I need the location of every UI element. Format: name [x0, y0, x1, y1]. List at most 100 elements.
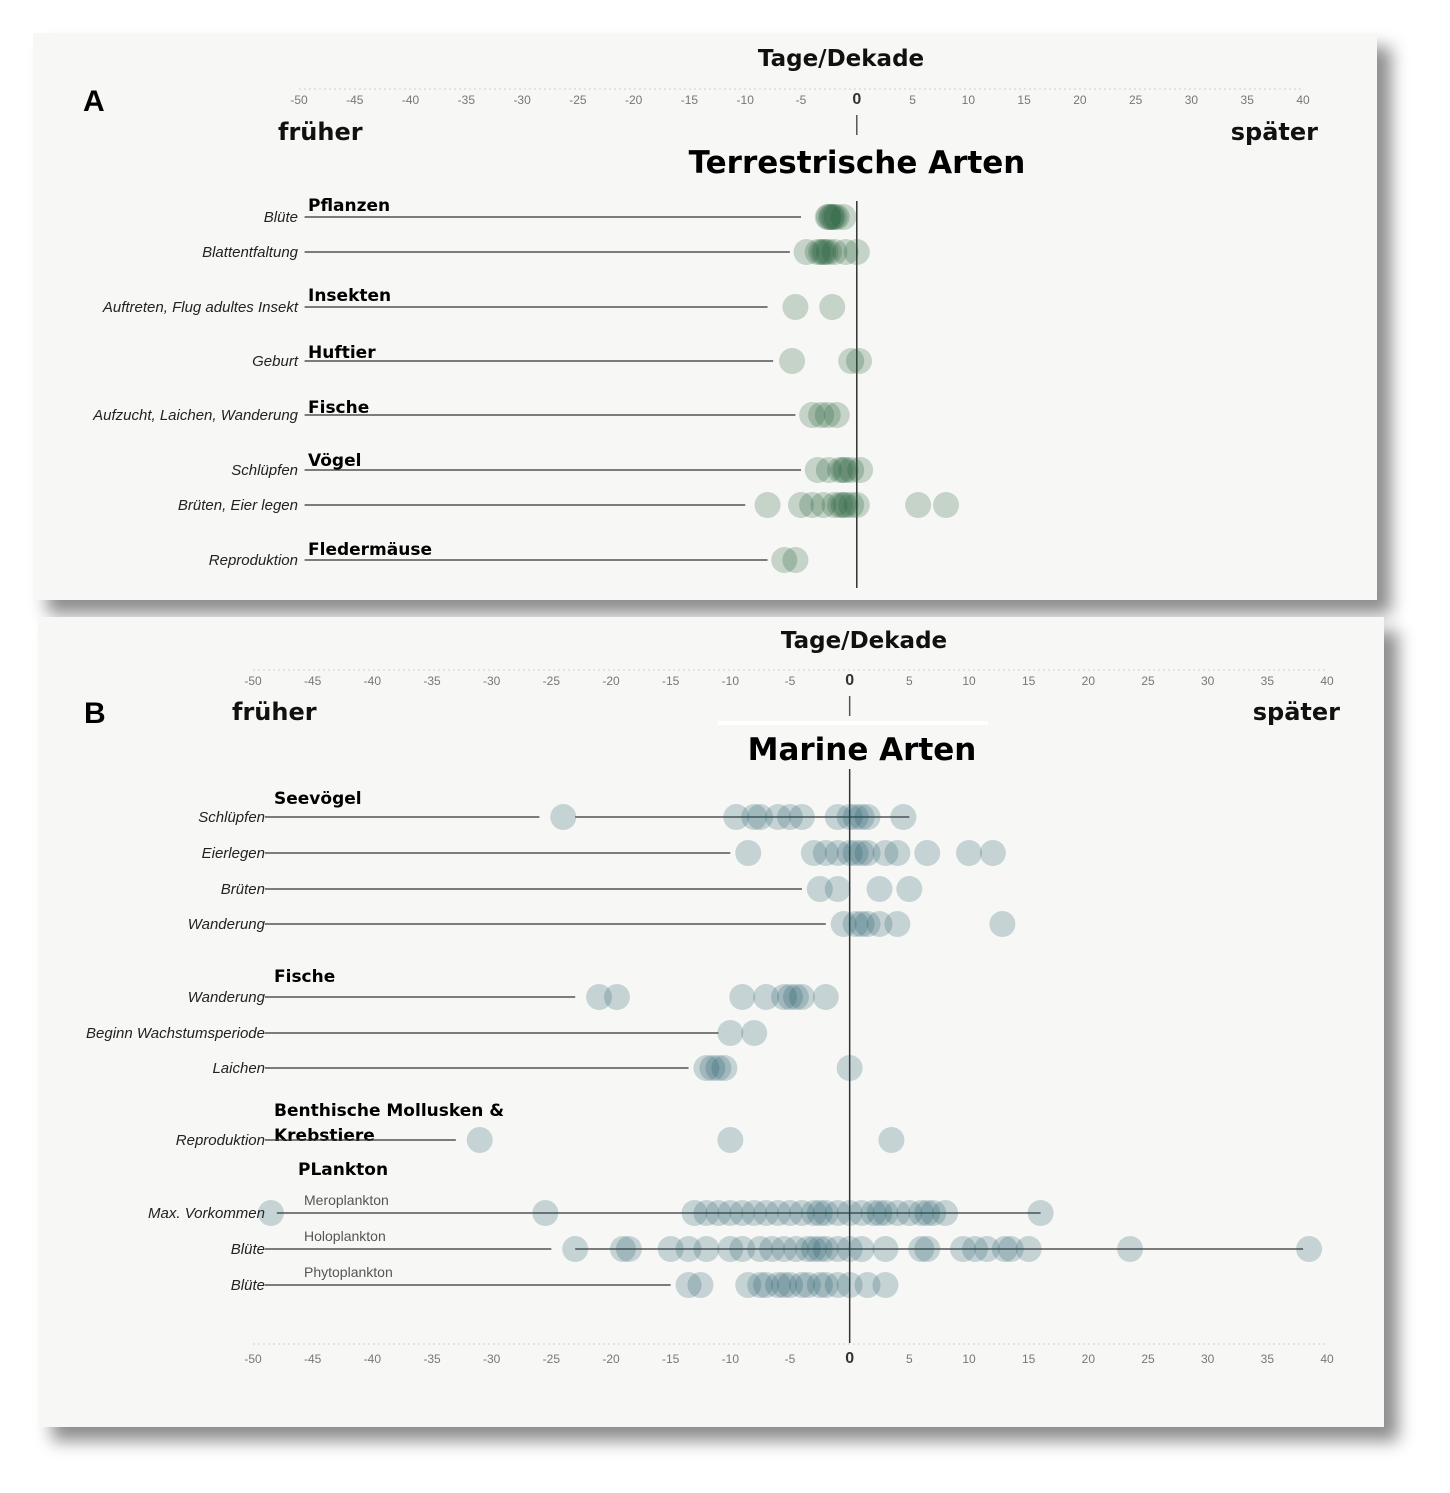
- row-label: Auftreten, Flug adultes Insekt: [102, 299, 299, 316]
- data-point: [824, 804, 851, 830]
- data-point: [810, 492, 837, 518]
- group-label: Fische: [308, 398, 369, 418]
- bottom-tick-label: 40: [1320, 1352, 1334, 1366]
- row-label: Wanderung: [188, 916, 266, 933]
- axis-title: Tage/Dekade: [781, 628, 947, 654]
- data-point: [847, 457, 874, 483]
- bottom-tick-label: 35: [1261, 1352, 1275, 1366]
- data-point: [812, 1200, 839, 1226]
- row-label: Wanderung: [188, 989, 266, 1006]
- data-point: [832, 239, 859, 265]
- data-point: [812, 239, 839, 265]
- data-point: [866, 876, 893, 902]
- tick-label: 35: [1241, 93, 1255, 107]
- data-point: [812, 840, 839, 866]
- data-point: [747, 804, 774, 830]
- data-point: [997, 1236, 1024, 1262]
- row-label: Brüten, Eier legen: [178, 497, 298, 514]
- data-point: [788, 1200, 815, 1226]
- data-point: [884, 840, 911, 866]
- data-point: [741, 804, 768, 830]
- data-point: [681, 1200, 708, 1226]
- tick-label: -50: [290, 93, 308, 107]
- data-point: [794, 1236, 821, 1262]
- earlier-label: früher: [278, 118, 363, 146]
- data-point: [914, 1236, 941, 1262]
- data-point: [836, 1272, 863, 1298]
- data-point: [765, 1200, 792, 1226]
- data-point: [603, 984, 630, 1010]
- tick-label: -35: [423, 674, 441, 688]
- data-point: [735, 840, 762, 866]
- data-point: [729, 1200, 756, 1226]
- tick-label: -15: [681, 93, 699, 107]
- bottom-tick-label: -25: [543, 1352, 561, 1366]
- row-label: Geburt: [252, 353, 299, 370]
- data-point: [693, 1200, 720, 1226]
- data-point: [771, 1236, 798, 1262]
- data-point: [717, 1127, 744, 1153]
- panel-letter: A: [83, 85, 105, 118]
- data-point: [586, 984, 613, 1010]
- data-point: [794, 1272, 821, 1298]
- data-point: [747, 1236, 774, 1262]
- tick-label: -10: [722, 674, 740, 688]
- data-point: [699, 1055, 726, 1081]
- data-point: [950, 1236, 977, 1262]
- data-point: [735, 1272, 762, 1298]
- data-point: [836, 840, 863, 866]
- data-point: [866, 1200, 893, 1226]
- data-point: [788, 1272, 815, 1298]
- data-point: [830, 911, 857, 937]
- tick-label: 20: [1073, 93, 1087, 107]
- data-point: [771, 984, 798, 1010]
- data-point: [824, 1236, 851, 1262]
- row-label: Brüten: [221, 881, 265, 898]
- tick-label: -10: [737, 93, 755, 107]
- row-label: Blüte: [264, 209, 298, 226]
- data-point: [819, 294, 846, 320]
- row-label: Blattentfaltung: [202, 244, 299, 261]
- bottom-tick-label: -10: [722, 1352, 740, 1366]
- tick-label: -25: [569, 93, 587, 107]
- bottom-tick-label: 10: [962, 1352, 976, 1366]
- row-label: Aufzucht, Laichen, Wanderung: [92, 407, 299, 424]
- data-point: [836, 1236, 863, 1262]
- data-point: [842, 804, 869, 830]
- data-point: [804, 457, 831, 483]
- tick-label: 30: [1185, 93, 1199, 107]
- tick-label: -45: [304, 674, 322, 688]
- heading-underline: [718, 721, 988, 725]
- tick-label: 25: [1129, 93, 1143, 107]
- data-point: [717, 1236, 744, 1262]
- data-point: [705, 1200, 732, 1226]
- data-point: [800, 840, 827, 866]
- data-point: [836, 1055, 863, 1081]
- bottom-tick-label: -45: [304, 1352, 322, 1366]
- data-point: [675, 1272, 702, 1298]
- data-point: [848, 1200, 875, 1226]
- data-point: [812, 1236, 839, 1262]
- tick-label: 40: [1320, 674, 1334, 688]
- data-point: [896, 1200, 923, 1226]
- data-point: [814, 402, 841, 428]
- data-point: [896, 876, 923, 902]
- data-point: [979, 840, 1006, 866]
- data-point: [675, 1236, 702, 1262]
- tick-label: 40: [1296, 93, 1310, 107]
- data-point: [777, 804, 803, 830]
- tick-label: 10: [962, 674, 976, 688]
- data-point: [779, 348, 806, 374]
- group-label: Krebstiere: [274, 1126, 375, 1146]
- data-point: [550, 804, 577, 830]
- data-point: [848, 804, 875, 830]
- data-point: [905, 492, 932, 518]
- bottom-tick-label: 20: [1082, 1352, 1096, 1366]
- tick-label: -20: [602, 674, 620, 688]
- data-point: [812, 1272, 839, 1298]
- group-label: Vögel: [308, 451, 361, 471]
- axis-title: Tage/Dekade: [758, 46, 924, 72]
- data-point: [838, 348, 865, 374]
- data-point: [824, 1272, 851, 1298]
- data-point: [765, 804, 792, 830]
